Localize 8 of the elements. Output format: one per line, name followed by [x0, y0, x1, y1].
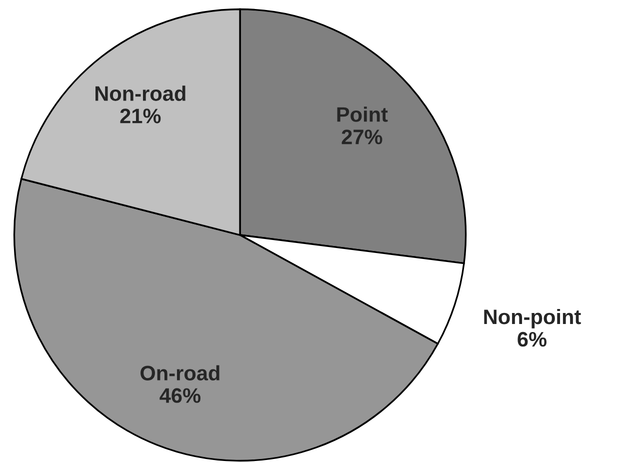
data-label: 6%	[518, 332, 546, 347]
slice-label: Non-point	[484, 308, 581, 328]
data-label: 21%	[120, 108, 161, 124]
slice-label: Non-road	[95, 86, 186, 101]
data-label: 27%	[342, 130, 382, 144]
slice-label: On-road	[140, 365, 220, 380]
slice-label: Point	[337, 106, 388, 122]
data-label: 46%	[160, 388, 200, 403]
